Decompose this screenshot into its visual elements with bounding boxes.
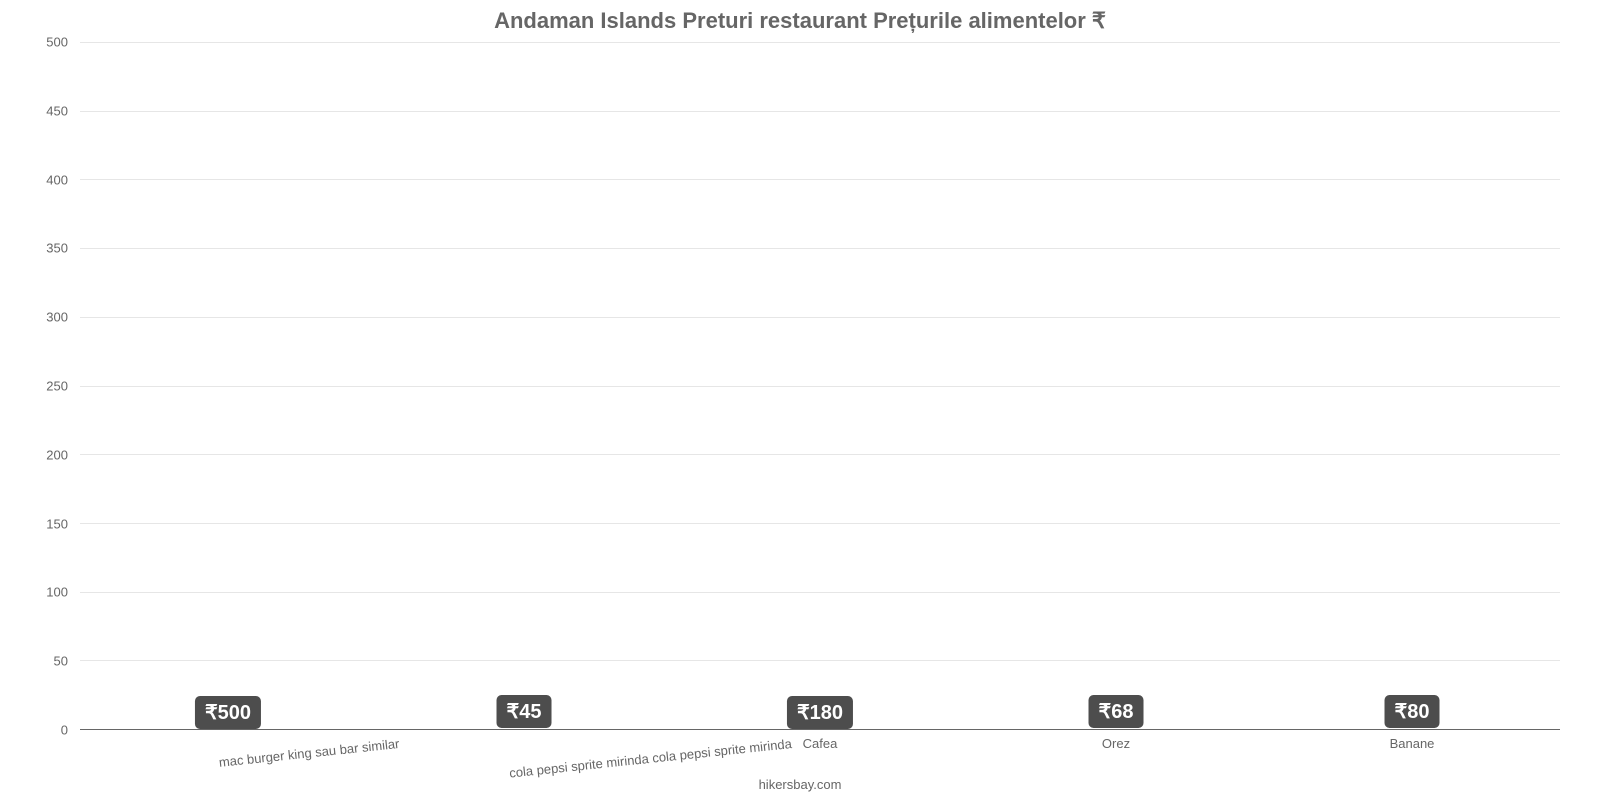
x-tick-label: Banane [1390,736,1435,751]
gridline [80,179,1560,180]
x-tick-label: Orez [1102,736,1130,751]
gridline [80,317,1560,318]
x-tick-label: Cafea [803,736,838,751]
y-tick-label: 350 [46,241,68,256]
y-tick-label: 0 [61,723,68,738]
chart-title: Andaman Islands Preturi restaurant Prețu… [0,8,1600,34]
gridline [80,523,1560,524]
y-tick-label: 150 [46,516,68,531]
x-label-slot: Orez [968,730,1264,800]
plot-area: ₹500 ₹45 ₹180 ₹68 ₹80 [80,42,1560,730]
y-tick-label: 300 [46,310,68,325]
value-label: ₹500 [195,696,261,729]
chart-area: 050100150200250300350400450500 ₹500₹45₹1… [0,42,1600,800]
x-label-slot: mac burger king sau bar similar [80,730,376,800]
y-tick-label: 250 [46,379,68,394]
gridline [80,248,1560,249]
y-axis: 050100150200250300350400450500 [0,42,78,730]
y-tick-label: 200 [46,447,68,462]
y-tick-label: 450 [46,103,68,118]
value-label: ₹80 [1385,695,1440,728]
attribution: hikersbay.com [759,777,842,792]
x-label-slot: cola pepsi sprite mirinda cola pepsi spr… [376,730,672,800]
gridline [80,592,1560,593]
gridline [80,42,1560,43]
y-tick-label: 500 [46,35,68,50]
value-label: ₹68 [1089,695,1144,728]
x-label-slot: Banane [1264,730,1560,800]
value-label: ₹45 [497,695,552,728]
y-tick-label: 100 [46,585,68,600]
gridline [80,660,1560,661]
gridline [80,386,1560,387]
y-tick-label: 50 [54,654,68,669]
gridline [80,454,1560,455]
gridline [80,111,1560,112]
value-label: ₹180 [787,696,853,729]
x-tick-label: mac burger king sau bar similar [218,736,400,770]
y-tick-label: 400 [46,172,68,187]
